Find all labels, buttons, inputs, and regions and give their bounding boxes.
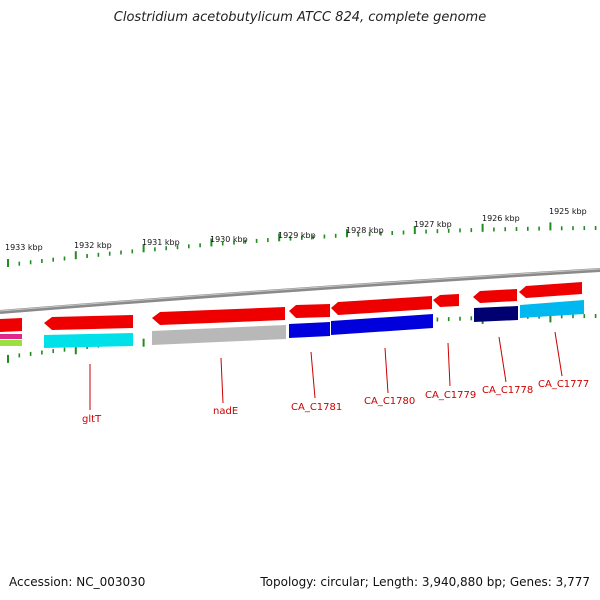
bar-left-edge-green	[0, 340, 22, 346]
gene-arrow-CA_C1779[interactable]	[433, 294, 459, 307]
scale-label-1931: 1931 kbp	[142, 238, 180, 247]
label-leaders	[89, 331, 563, 410]
bar-gltT[interactable]	[44, 333, 133, 348]
scale-label-1925: 1925 kbp	[549, 207, 587, 216]
genome-backbone	[0, 268, 600, 314]
map-title: Clostridium acetobutylicum ATCC 824, com…	[113, 10, 487, 25]
accession-text: Accession: NC_003030	[9, 575, 146, 589]
bar-CA_C1780[interactable]	[331, 314, 433, 335]
scale-label-1929: 1929 kbp	[278, 231, 316, 240]
gene-arrow-nadE[interactable]	[152, 307, 285, 325]
bar-nadE[interactable]	[152, 325, 286, 345]
gene-arrows	[0, 282, 582, 332]
scale-label-1933: 1933 kbp	[5, 243, 43, 252]
bar-left-edge-magenta	[0, 334, 22, 339]
scale-label-1932: 1932 kbp	[74, 241, 112, 250]
gene-function-bars	[0, 300, 584, 348]
gene-label-CA_C1778[interactable]: CA_C1778	[482, 385, 533, 396]
leader-nadE	[220, 357, 224, 404]
gene-labels: gltT nadE CA_C1781 CA_C1780 CA_C1779 CA_…	[82, 379, 589, 425]
upper-scale-ticks	[7, 222, 597, 267]
bar-CA_C1778[interactable]	[474, 306, 518, 322]
gene-arrow-CA_C1778[interactable]	[473, 289, 517, 303]
gene-arrow-CA_C1777[interactable]	[519, 282, 582, 298]
gene-label-CA_C1777[interactable]: CA_C1777	[538, 379, 589, 390]
gene-arrow-left-edge[interactable]	[0, 318, 22, 332]
leader-CA_C1777	[554, 331, 563, 377]
gene-label-gltT[interactable]: gltT	[82, 414, 102, 425]
genome-backbone-highlight	[0, 268, 600, 312]
gene-arrow-CA_C1780[interactable]	[331, 296, 432, 315]
gene-arrow-gltT[interactable]	[44, 315, 133, 330]
scale-label-1926: 1926 kbp	[482, 214, 520, 223]
gene-label-nadE[interactable]: nadE	[213, 406, 238, 417]
gene-label-CA_C1781[interactable]: CA_C1781	[291, 402, 342, 413]
bar-CA_C1781[interactable]	[289, 322, 330, 338]
leader-CA_C1781	[310, 351, 316, 399]
scale-label-1930: 1930 kbp	[210, 235, 248, 244]
genome-summary-text: Topology: circular; Length: 3,940,880 bp…	[260, 575, 590, 589]
leader-CA_C1779	[447, 342, 451, 387]
scale-labels: 1933 kbp 1932 kbp 1931 kbp 1930 kbp 1929…	[5, 207, 587, 252]
leader-CA_C1780	[384, 347, 389, 394]
scale-label-1927: 1927 kbp	[414, 220, 452, 229]
gene-arrow-CA_C1781[interactable]	[289, 304, 330, 318]
bar-CA_C1777[interactable]	[520, 300, 584, 318]
gene-label-CA_C1780[interactable]: CA_C1780	[364, 396, 415, 407]
leader-CA_C1778	[498, 336, 507, 383]
gene-label-CA_C1779[interactable]: CA_C1779	[425, 390, 476, 401]
scale-label-1928: 1928 kbp	[346, 226, 384, 235]
